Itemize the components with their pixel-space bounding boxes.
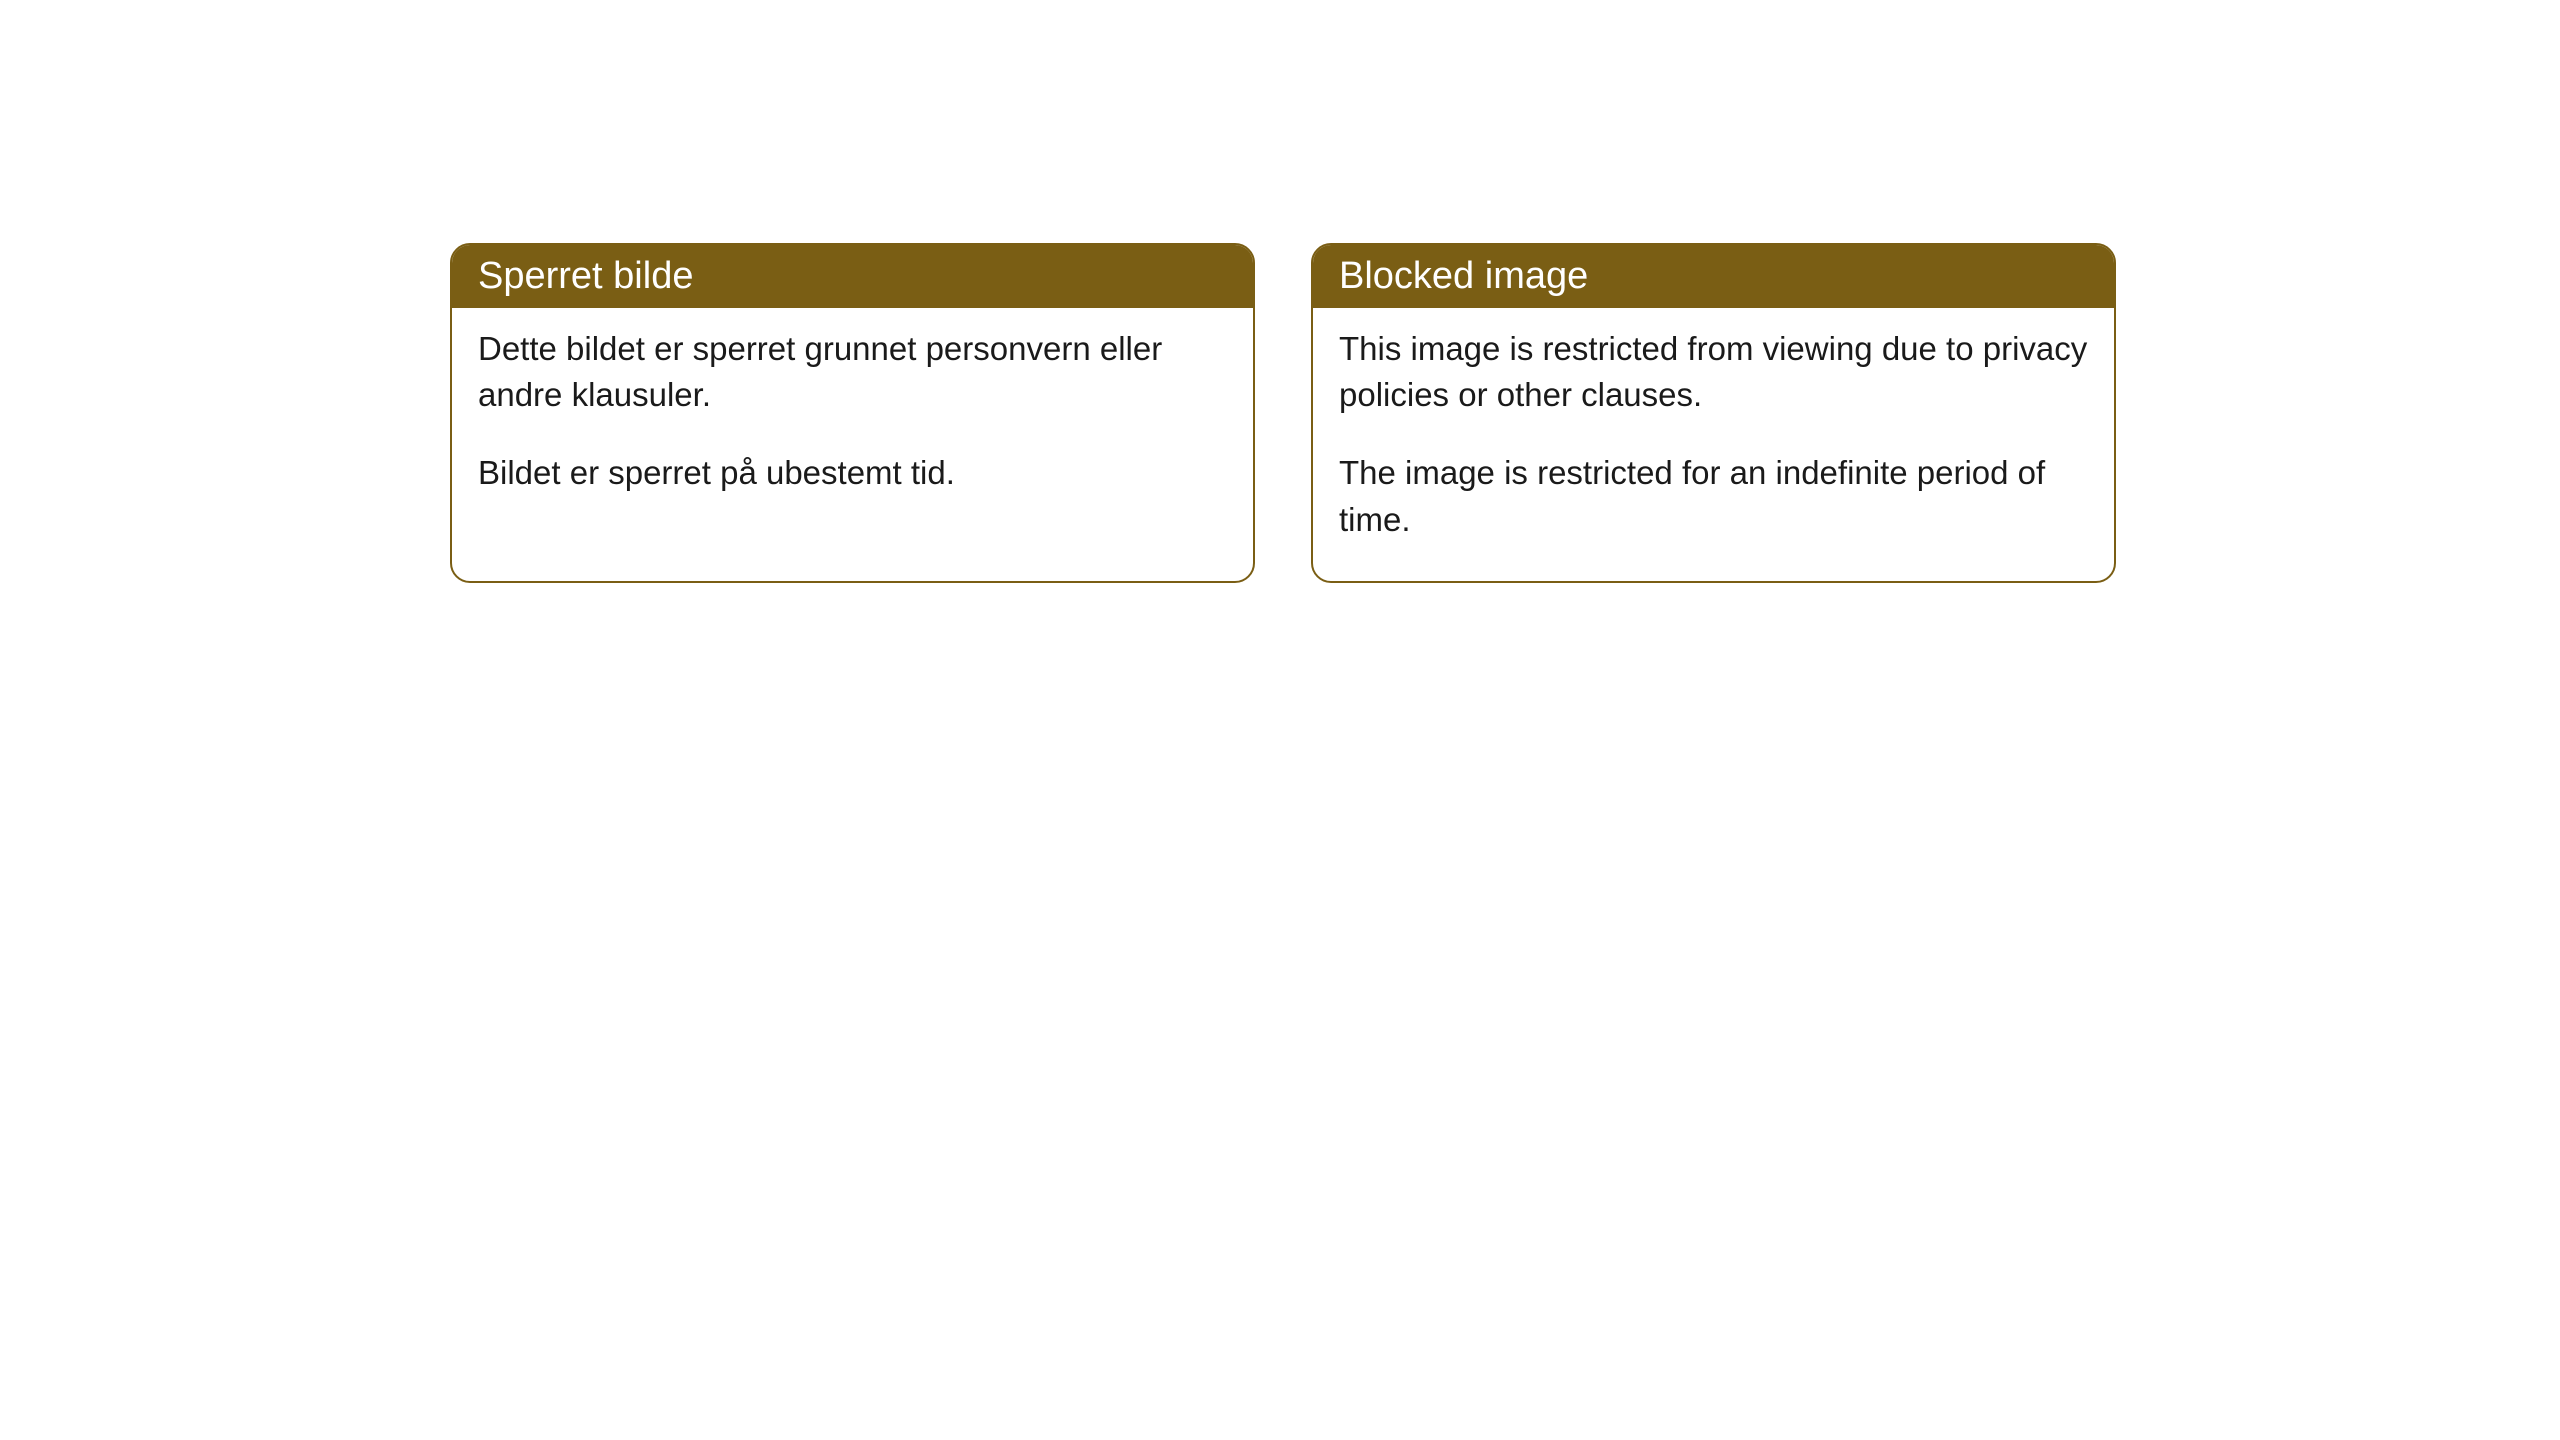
card-title-english: Blocked image [1339, 255, 1588, 297]
card-paragraph: This image is restricted from viewing du… [1339, 326, 2088, 418]
card-header-norwegian: Sperret bilde [452, 245, 1253, 308]
notice-cards-container: Sperret bilde Dette bildet er sperret gr… [450, 243, 2116, 583]
card-paragraph: The image is restricted for an indefinit… [1339, 450, 2088, 542]
notice-card-norwegian: Sperret bilde Dette bildet er sperret gr… [450, 243, 1255, 583]
card-header-english: Blocked image [1313, 245, 2114, 308]
card-body-norwegian: Dette bildet er sperret grunnet personve… [452, 308, 1253, 535]
card-paragraph: Dette bildet er sperret grunnet personve… [478, 326, 1227, 418]
card-body-english: This image is restricted from viewing du… [1313, 308, 2114, 581]
card-title-norwegian: Sperret bilde [478, 255, 693, 297]
notice-card-english: Blocked image This image is restricted f… [1311, 243, 2116, 583]
card-paragraph: Bildet er sperret på ubestemt tid. [478, 450, 1227, 496]
